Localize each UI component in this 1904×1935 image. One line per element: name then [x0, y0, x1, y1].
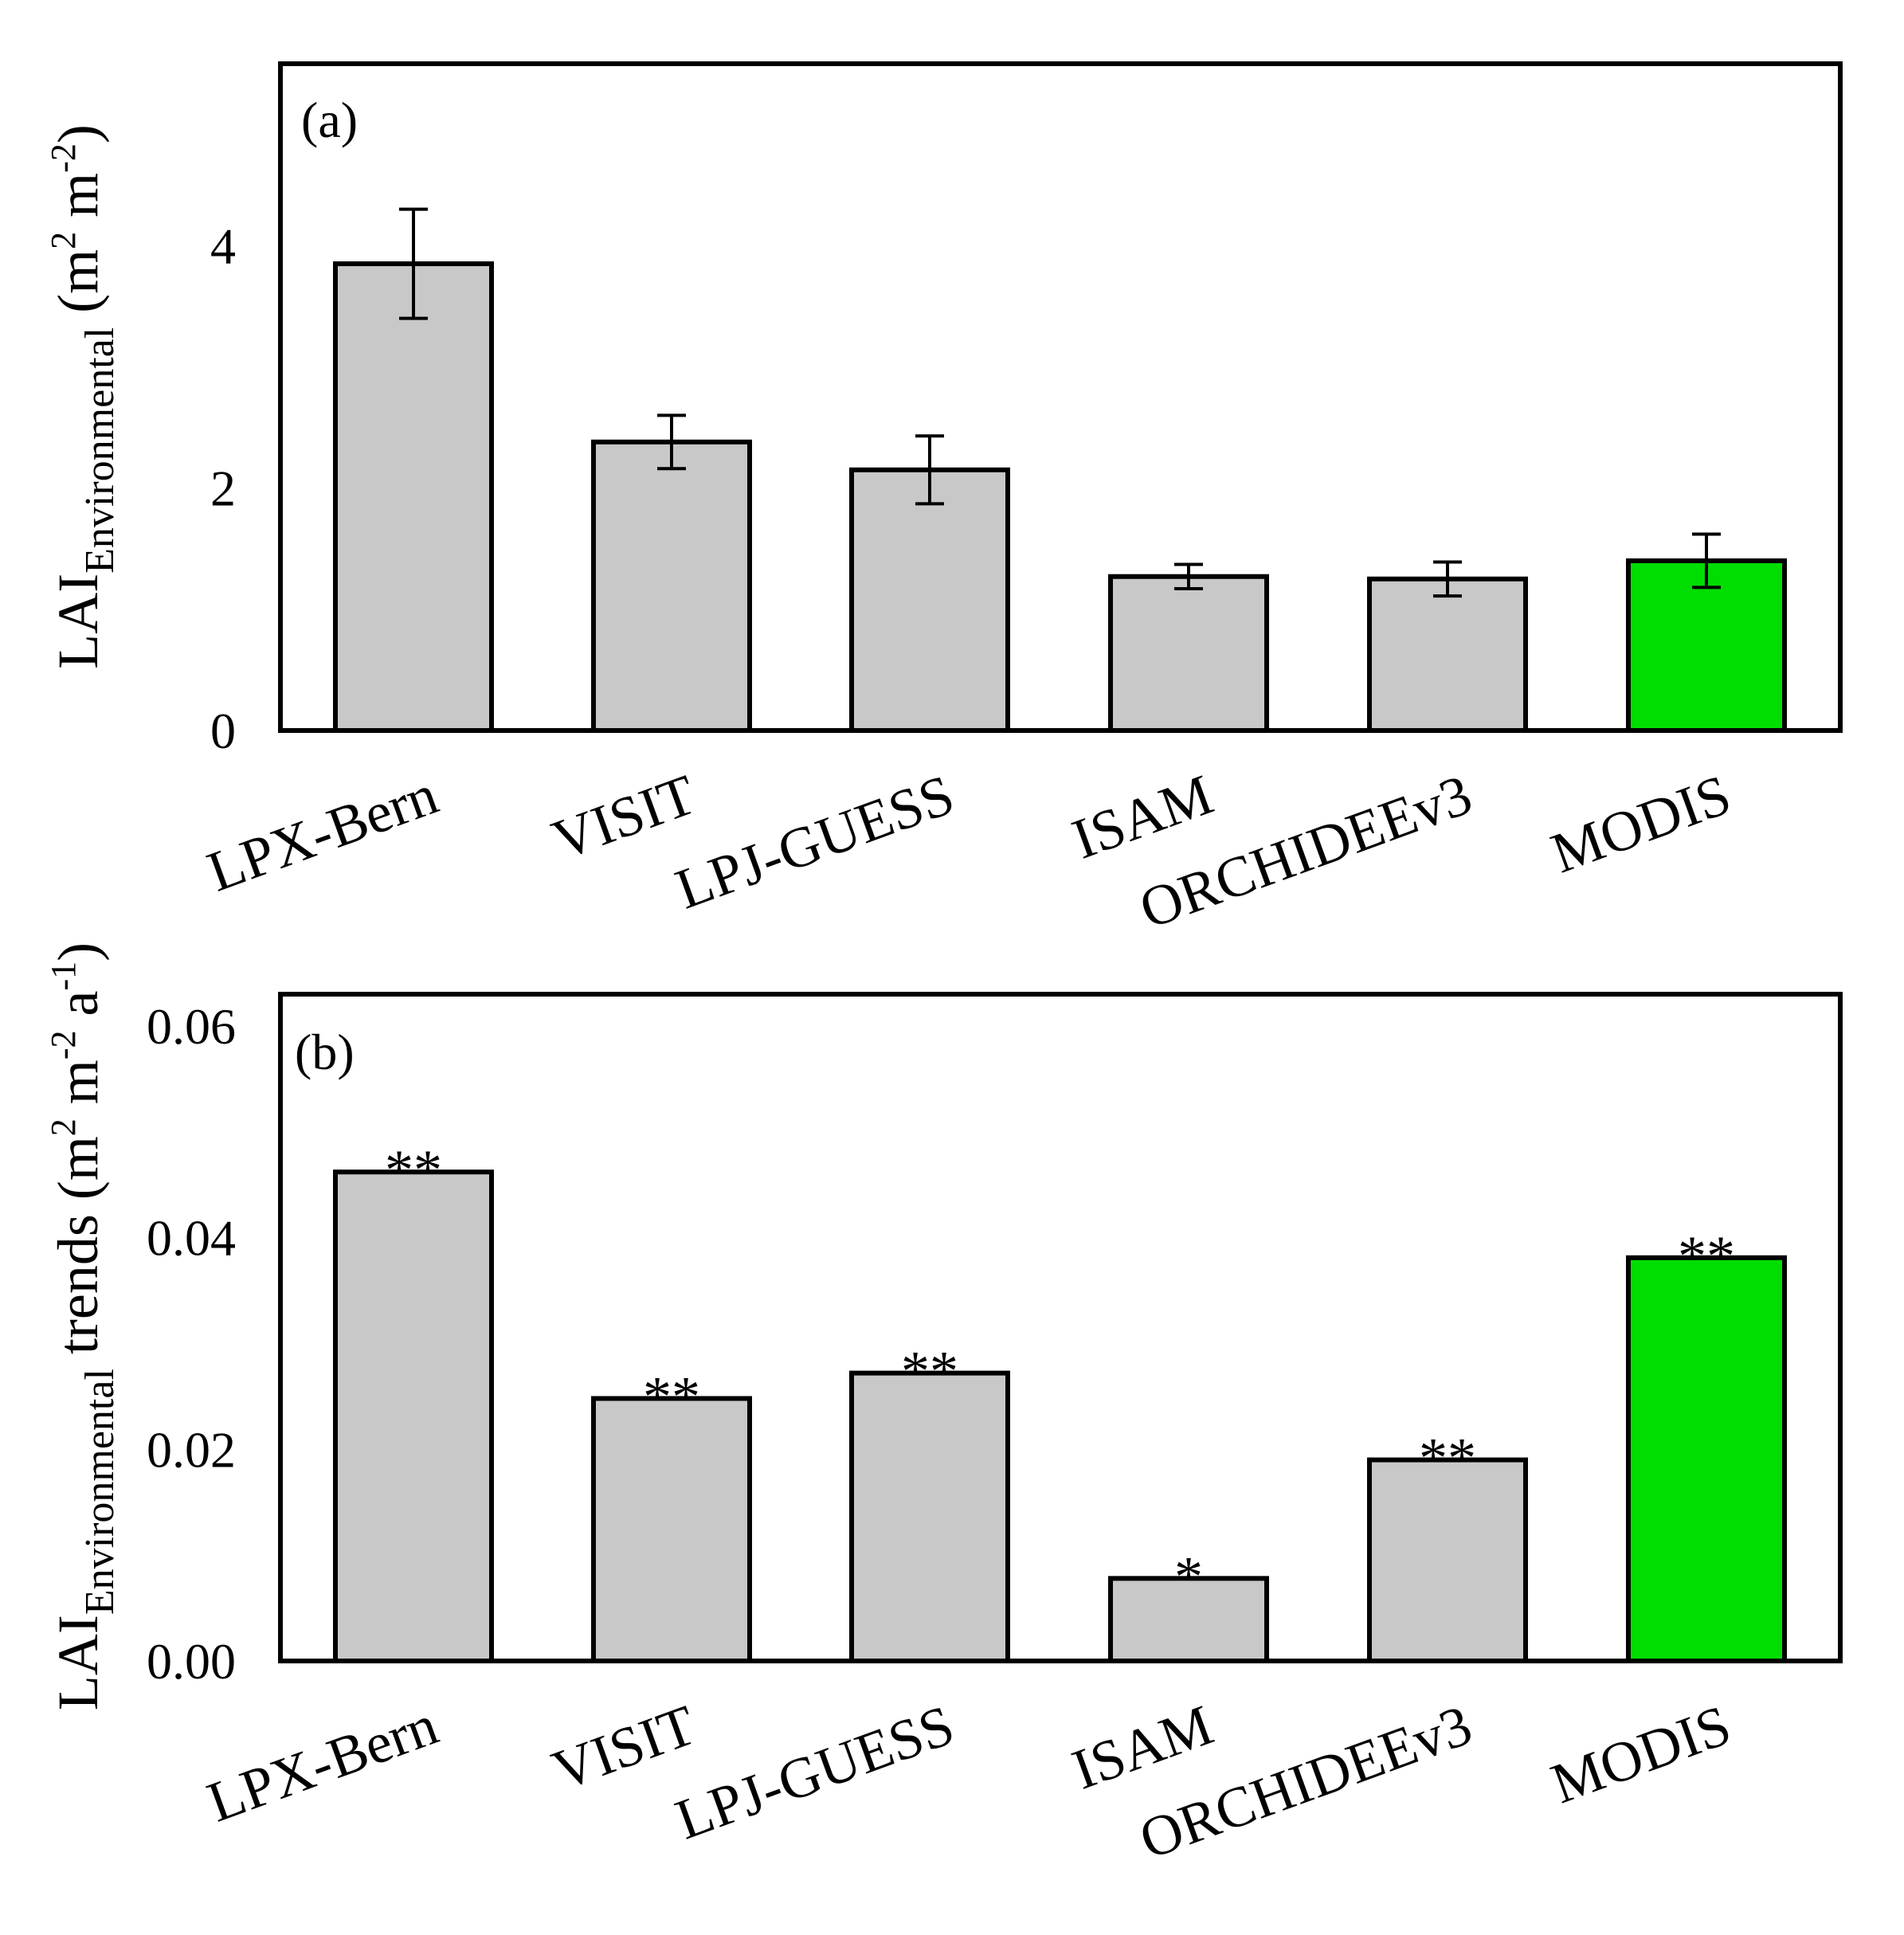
bar-modis — [1626, 1255, 1787, 1664]
errorbar-lpx-bern — [399, 207, 428, 320]
panel-b-ylabel-main: LAI — [46, 1615, 110, 1710]
bar-lpj-guess — [849, 1370, 1010, 1663]
panel-b-ylabel-unit: trends (m — [46, 1136, 110, 1369]
panel-a-label: (a) — [301, 92, 358, 148]
panel-b-ylabel-exp2: -2 — [44, 1031, 83, 1060]
panel-a-ylabel-mid: m — [46, 173, 110, 232]
errorbar-modis — [1692, 532, 1721, 590]
panel-a-ylabel-exp1: 2 — [44, 232, 83, 249]
y-tick-label: 2 — [210, 460, 236, 517]
panel-b-ylabel-exp3: -1 — [44, 962, 83, 991]
x-tick-label-visit: VISIT — [544, 1693, 703, 1803]
panel-a-ylabel: LAIEnvironmental (m2 m-2) — [44, 124, 123, 669]
bar-orchideev3 — [1367, 576, 1528, 733]
significance-lpj-guess: ** — [901, 1340, 958, 1404]
x-tick-label-modis: MODIS — [1543, 1693, 1738, 1816]
panel-a-ylabel-close: ) — [46, 124, 110, 143]
y-tick-label: 0.00 — [147, 1633, 236, 1690]
panel-b-ylabel-sub: Environmental — [77, 1369, 123, 1615]
panel-b-frame — [278, 992, 1843, 1663]
significance-modis: ** — [1678, 1224, 1735, 1288]
significance-lpx-bern: ** — [385, 1138, 442, 1202]
y-tick-label: 0 — [210, 703, 236, 759]
x-tick-label-lpx-bern: LPX-Bern — [199, 1693, 445, 1835]
panel-a-ylabel-unit: (m — [46, 249, 110, 327]
significance-isam: * — [1174, 1545, 1203, 1608]
errorbar-orchideev3 — [1433, 560, 1462, 598]
y-tick-label: 0.06 — [147, 998, 236, 1055]
y-tick-label: 0.04 — [147, 1210, 236, 1267]
panel-a-ylabel-main: LAI — [46, 574, 110, 669]
bar-lpx-bern — [333, 1169, 494, 1663]
bar-visit — [591, 439, 752, 733]
panel-b-significance-labels: **** ******* — [385, 1138, 1735, 1608]
bar-lpx-bern — [333, 261, 494, 734]
panel-a-frame — [278, 61, 1843, 733]
errorbar-visit — [657, 413, 686, 471]
bar-isam — [1108, 574, 1269, 733]
panel-b-ylabel-mid: m — [46, 1060, 110, 1118]
bar-modis — [1626, 558, 1787, 733]
x-tick-label-lpj-guess: LPJ-GUESS — [668, 1693, 962, 1852]
significance-orchideev3: ** — [1419, 1427, 1476, 1490]
bar-orchideev3 — [1367, 1457, 1528, 1663]
panel-b-label: (b) — [295, 1024, 355, 1080]
panel-b-bars — [333, 1169, 1787, 1664]
bar-isam — [1108, 1576, 1269, 1664]
panel-a-bars — [333, 261, 1787, 734]
panel-b-ylabel-close: ) — [46, 942, 110, 962]
panel-b-y-ticks: 0.00 0.02 0.04 0.06 — [147, 998, 236, 1690]
bar-lpj-guess — [849, 467, 1010, 733]
errorbar-isam — [1174, 562, 1203, 590]
panel-a-ylabel-exp2: -2 — [44, 143, 83, 173]
y-tick-label: 0.02 — [147, 1421, 236, 1478]
panel-a-ylabel-sub: Environmental — [77, 327, 123, 574]
x-tick-label-lpj-guess: LPJ-GUESS — [668, 762, 962, 922]
x-tick-label-lpx-bern: LPX-Bern — [199, 762, 445, 904]
x-tick-label-modis: MODIS — [1543, 762, 1738, 886]
bar-visit — [591, 1396, 752, 1663]
y-tick-label: 4 — [210, 217, 236, 274]
significance-visit: ** — [643, 1365, 700, 1429]
panel-b: **** ******* 0.000.020.040.06 LPX-Bern VIS… — [44, 942, 1843, 1871]
panel-b-ylabel: LAIEnvironmental trends (m2 m-2 a-1) — [44, 942, 123, 1710]
x-tick-label-visit: VISIT — [544, 762, 703, 872]
panel-b-ylabel-exp1: 2 — [44, 1118, 83, 1136]
x-tick-label-isam: ISAM — [1064, 1693, 1221, 1802]
panel-a-y-ticks: 0 2 4 — [210, 217, 236, 759]
panel-b-ylabel-mid2: a — [46, 991, 110, 1031]
x-tick-label-isam: ISAM — [1064, 762, 1221, 872]
panel-a-errorbars — [399, 207, 1721, 598]
errorbar-lpj-guess — [915, 434, 944, 506]
